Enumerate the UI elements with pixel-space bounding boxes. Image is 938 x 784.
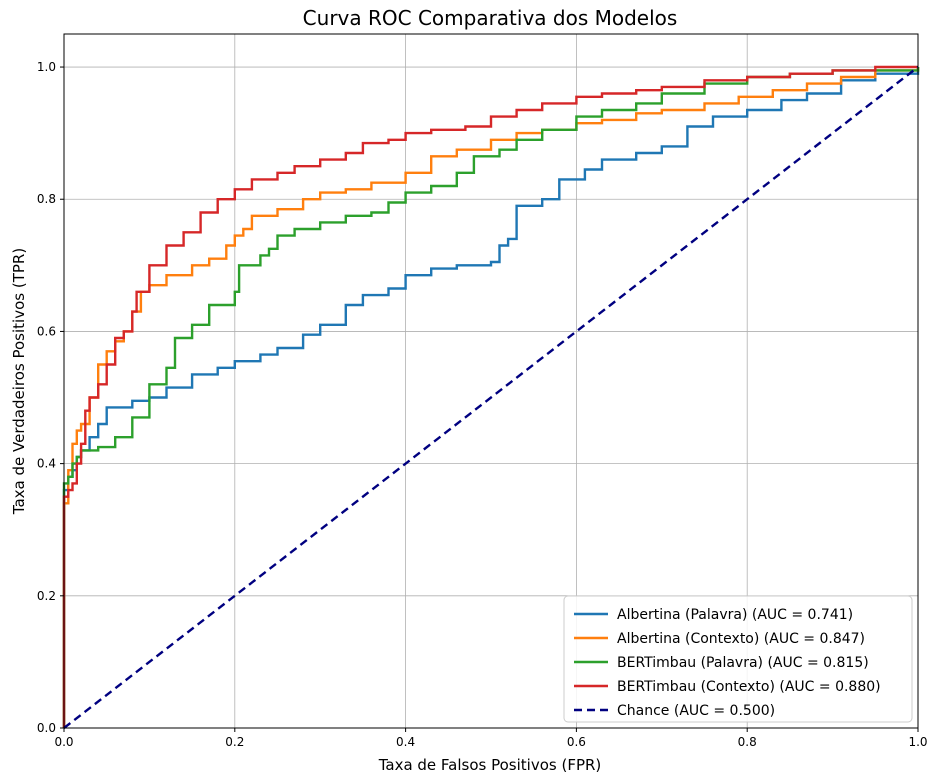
- y-tick-label: 0.0: [37, 721, 56, 735]
- y-tick-label: 0.4: [37, 457, 56, 471]
- x-tick-label: 1.0: [908, 735, 927, 749]
- legend: Albertina (Palavra) (AUC = 0.741) Alberti…: [563, 595, 913, 723]
- series-line-4: [63, 66, 919, 729]
- y-tick-label: 0.6: [37, 324, 56, 338]
- x-tick-label: 0.6: [567, 735, 586, 749]
- series-line-2: [62, 67, 920, 728]
- legend-label-1: Albertina (Contexto) (AUC = 0.847): [617, 631, 865, 647]
- series-line-1: [62, 67, 920, 728]
- plot-area: [62, 33, 920, 729]
- y-tick-label: 0.2: [37, 589, 56, 603]
- series-lines: [62, 65, 920, 729]
- x-axis-ticks: 0.0 0.2 0.4 0.6 0.8 1.0: [54, 728, 928, 749]
- plot-frame: [63, 33, 919, 729]
- x-axis-label: Taxa de Falsos Positivos (FPR): [378, 756, 602, 774]
- legend-label-4: Chance (AUC = 0.500): [617, 703, 775, 719]
- legend-box: [563, 595, 913, 723]
- x-tick-label: 0.2: [225, 735, 244, 749]
- x-tick-label: 0.4: [396, 735, 415, 749]
- x-tick-label: 0.0: [54, 735, 73, 749]
- y-tick-label: 1.0: [37, 60, 56, 74]
- legend-label-0: Albertina (Palavra) (AUC = 0.741): [617, 607, 853, 623]
- series-line-0: [62, 67, 920, 728]
- y-axis-ticks: 0.0 0.2 0.4 0.6 0.8 1.0: [37, 60, 64, 735]
- legend-label-3: BERTimbau (Contexto) (AUC = 0.880): [617, 679, 881, 695]
- chart-title: Curva ROC Comparativa dos Modelos: [303, 6, 678, 30]
- y-axis-label: Taxa de Verdadeiros Positivos (TPR): [10, 248, 28, 515]
- series-line-3: [62, 65, 918, 728]
- x-tick-label: 0.8: [738, 735, 757, 749]
- y-tick-label: 0.8: [37, 192, 56, 206]
- legend-label-2: BERTimbau (Palavra) (AUC = 0.815): [617, 655, 869, 671]
